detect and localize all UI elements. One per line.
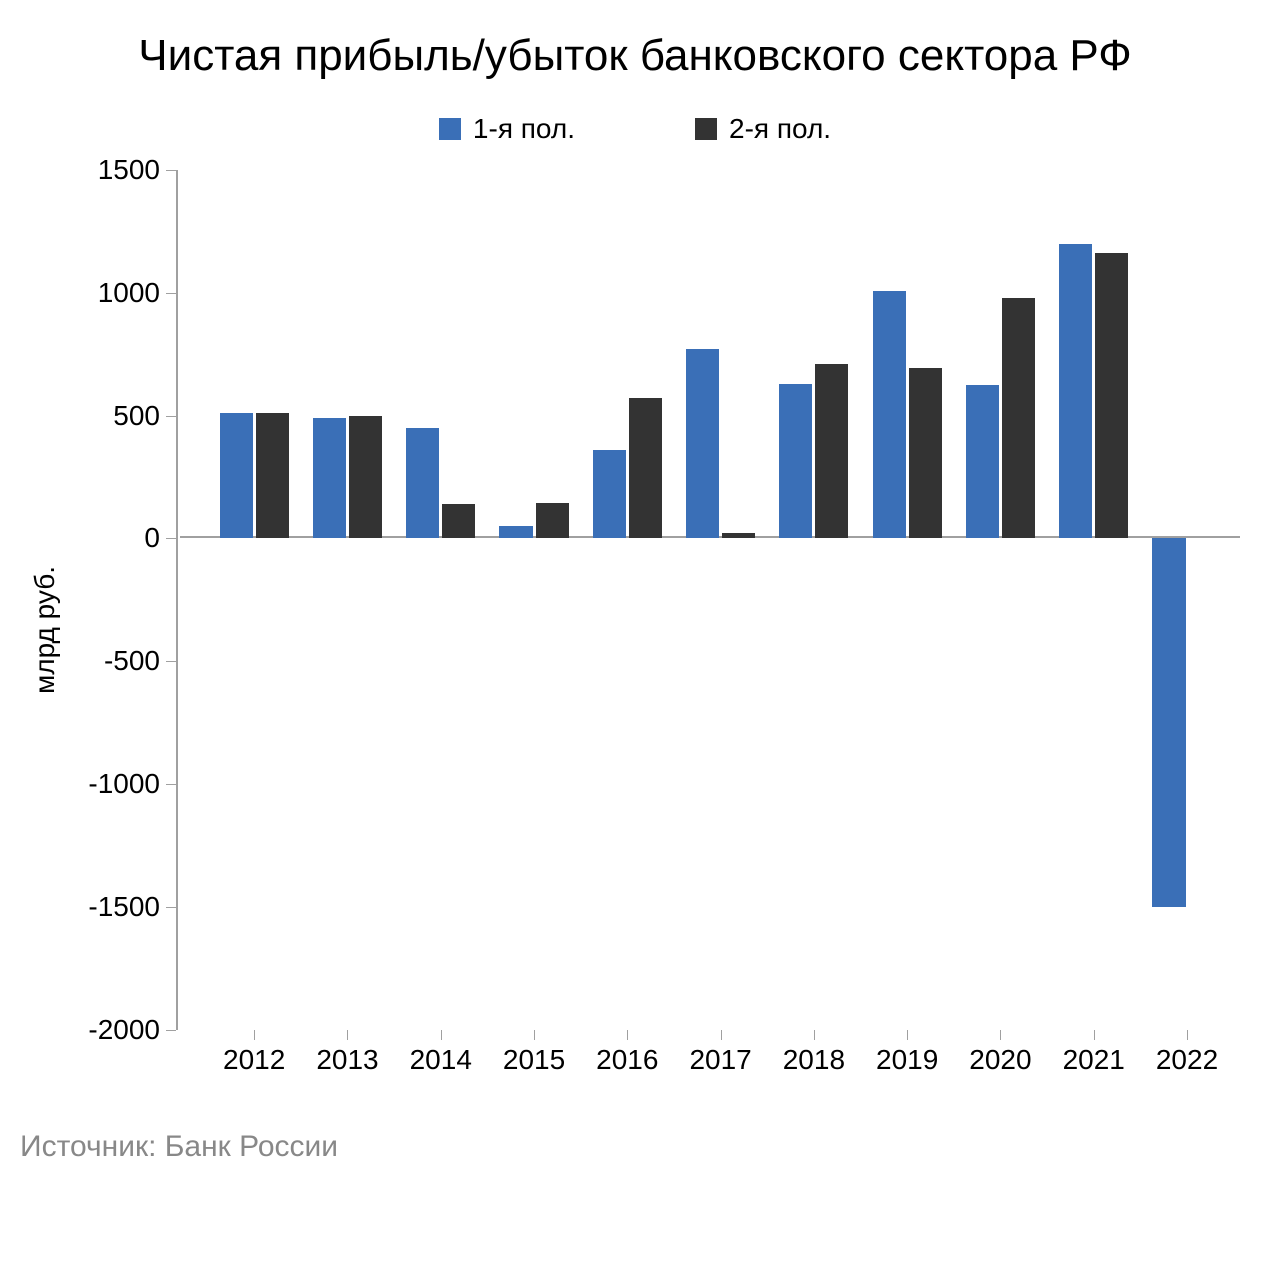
chart-container: Чистая прибыль/убыток банковского сектор… [20, 30, 1250, 1164]
y-tick [166, 170, 176, 171]
x-tick-label: 2020 [969, 1044, 1031, 1076]
x-tick [254, 1030, 255, 1040]
legend-item-series-2: 2-я пол. [695, 113, 831, 145]
bar-group [871, 170, 943, 1030]
bar-group [498, 170, 570, 1030]
legend-label-1: 1-я пол. [473, 113, 575, 145]
bar-series-1 [499, 526, 532, 538]
bar-series-2 [536, 503, 569, 539]
y-tick-label: 0 [144, 522, 160, 554]
bar-series-2 [256, 413, 289, 538]
x-tick-label: 2017 [689, 1044, 751, 1076]
bar-series-1 [779, 384, 812, 539]
x-tick [627, 1030, 628, 1040]
y-tick-label: -2000 [88, 1014, 160, 1046]
bar-series-2 [909, 368, 942, 539]
x-tick [347, 1030, 348, 1040]
x-tick [721, 1030, 722, 1040]
x-tick [1187, 1030, 1188, 1040]
bar-group [591, 170, 663, 1030]
y-tick-label: 1000 [98, 277, 160, 309]
y-tick [166, 1030, 176, 1031]
x-tick [1094, 1030, 1095, 1040]
legend: 1-я пол. 2-я пол. [20, 113, 1250, 145]
legend-swatch-2 [695, 118, 717, 140]
x-tick-label: 2021 [1063, 1044, 1125, 1076]
y-tick-label: 500 [113, 400, 160, 432]
bar-group [778, 170, 850, 1030]
bar-series-1 [966, 385, 999, 539]
bar-group [218, 170, 290, 1030]
bar-group [1058, 170, 1130, 1030]
y-tick-label: 1500 [98, 154, 160, 186]
x-tick-label: 2022 [1156, 1044, 1218, 1076]
y-tick-label: -1000 [88, 768, 160, 800]
y-tick [166, 907, 176, 908]
bar-series-1 [220, 413, 253, 538]
x-tick-label: 2016 [596, 1044, 658, 1076]
y-tick [166, 416, 176, 417]
x-tick-label: 2012 [223, 1044, 285, 1076]
legend-label-2: 2-я пол. [729, 113, 831, 145]
bar-group [405, 170, 477, 1030]
chart-title: Чистая прибыль/убыток банковского сектор… [20, 30, 1250, 83]
bar-series-1 [593, 450, 626, 538]
x-tick [441, 1030, 442, 1040]
bar-series-2 [722, 533, 755, 538]
bar-series-1 [1152, 538, 1185, 907]
bar-series-2 [815, 364, 848, 538]
bar-series-2 [1095, 253, 1128, 538]
x-tick-label: 2013 [316, 1044, 378, 1076]
bar-series-2 [1002, 298, 1035, 539]
bar-series-1 [406, 428, 439, 539]
x-tick [814, 1030, 815, 1040]
y-tick [166, 784, 176, 785]
bar-series-2 [349, 416, 382, 539]
chart-area: млрд руб. -2000-1500-1000-50005001000150… [90, 170, 1250, 1090]
bar-series-1 [873, 291, 906, 538]
bar-series-2 [442, 504, 475, 538]
bar-group [1151, 170, 1223, 1030]
y-tick-label: -500 [104, 645, 160, 677]
bar-group [685, 170, 757, 1030]
source-note: Источник: Банк России [20, 1130, 1250, 1164]
legend-swatch-1 [439, 118, 461, 140]
bar-series-2 [629, 398, 662, 538]
y-axis-line [176, 170, 178, 1030]
bar-series-1 [686, 349, 719, 538]
plot-region: -2000-1500-1000-500050010001500201220132… [180, 170, 1240, 1030]
legend-item-series-1: 1-я пол. [439, 113, 575, 145]
x-tick-label: 2015 [503, 1044, 565, 1076]
x-tick-label: 2019 [876, 1044, 938, 1076]
y-axis-label: млрд руб. [29, 566, 61, 694]
x-tick [534, 1030, 535, 1040]
x-tick [907, 1030, 908, 1040]
bar-series-1 [1059, 244, 1092, 539]
x-tick [1000, 1030, 1001, 1040]
x-tick-label: 2014 [410, 1044, 472, 1076]
bar-group [964, 170, 1036, 1030]
y-tick [166, 293, 176, 294]
x-tick-label: 2018 [783, 1044, 845, 1076]
y-tick-label: -1500 [88, 891, 160, 923]
y-tick [166, 661, 176, 662]
bar-group [311, 170, 383, 1030]
bar-series-1 [313, 418, 346, 538]
y-tick [166, 538, 176, 539]
